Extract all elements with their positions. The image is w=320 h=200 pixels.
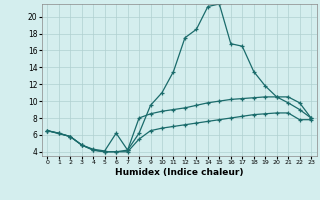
X-axis label: Humidex (Indice chaleur): Humidex (Indice chaleur) xyxy=(115,168,244,177)
